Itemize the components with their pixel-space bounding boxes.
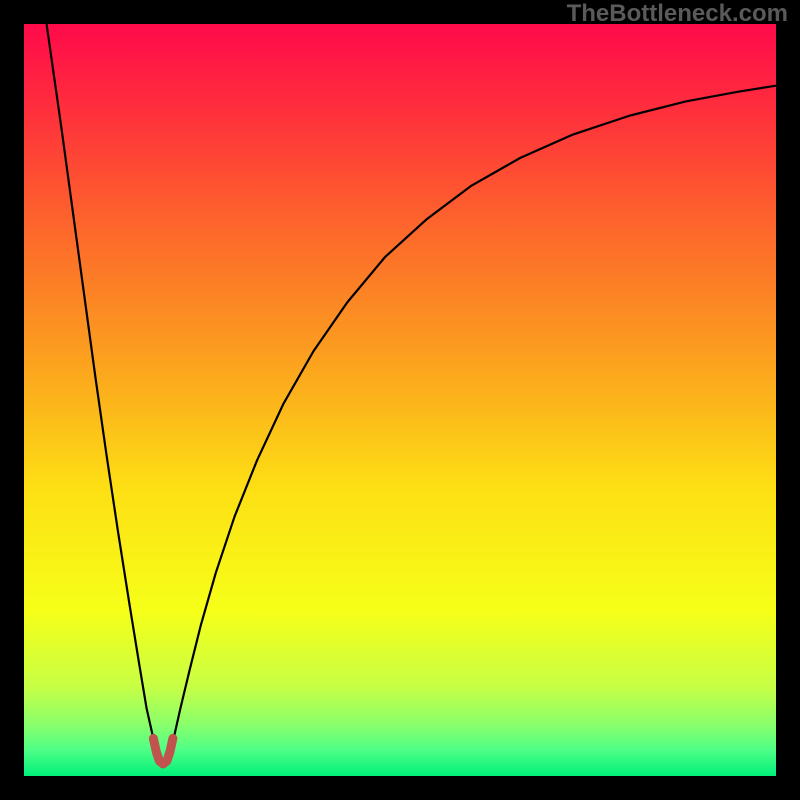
bottleneck-chart — [0, 0, 800, 800]
stage: TheBottleneck.com — [0, 0, 800, 800]
watermark-text: TheBottleneck.com — [567, 0, 788, 28]
